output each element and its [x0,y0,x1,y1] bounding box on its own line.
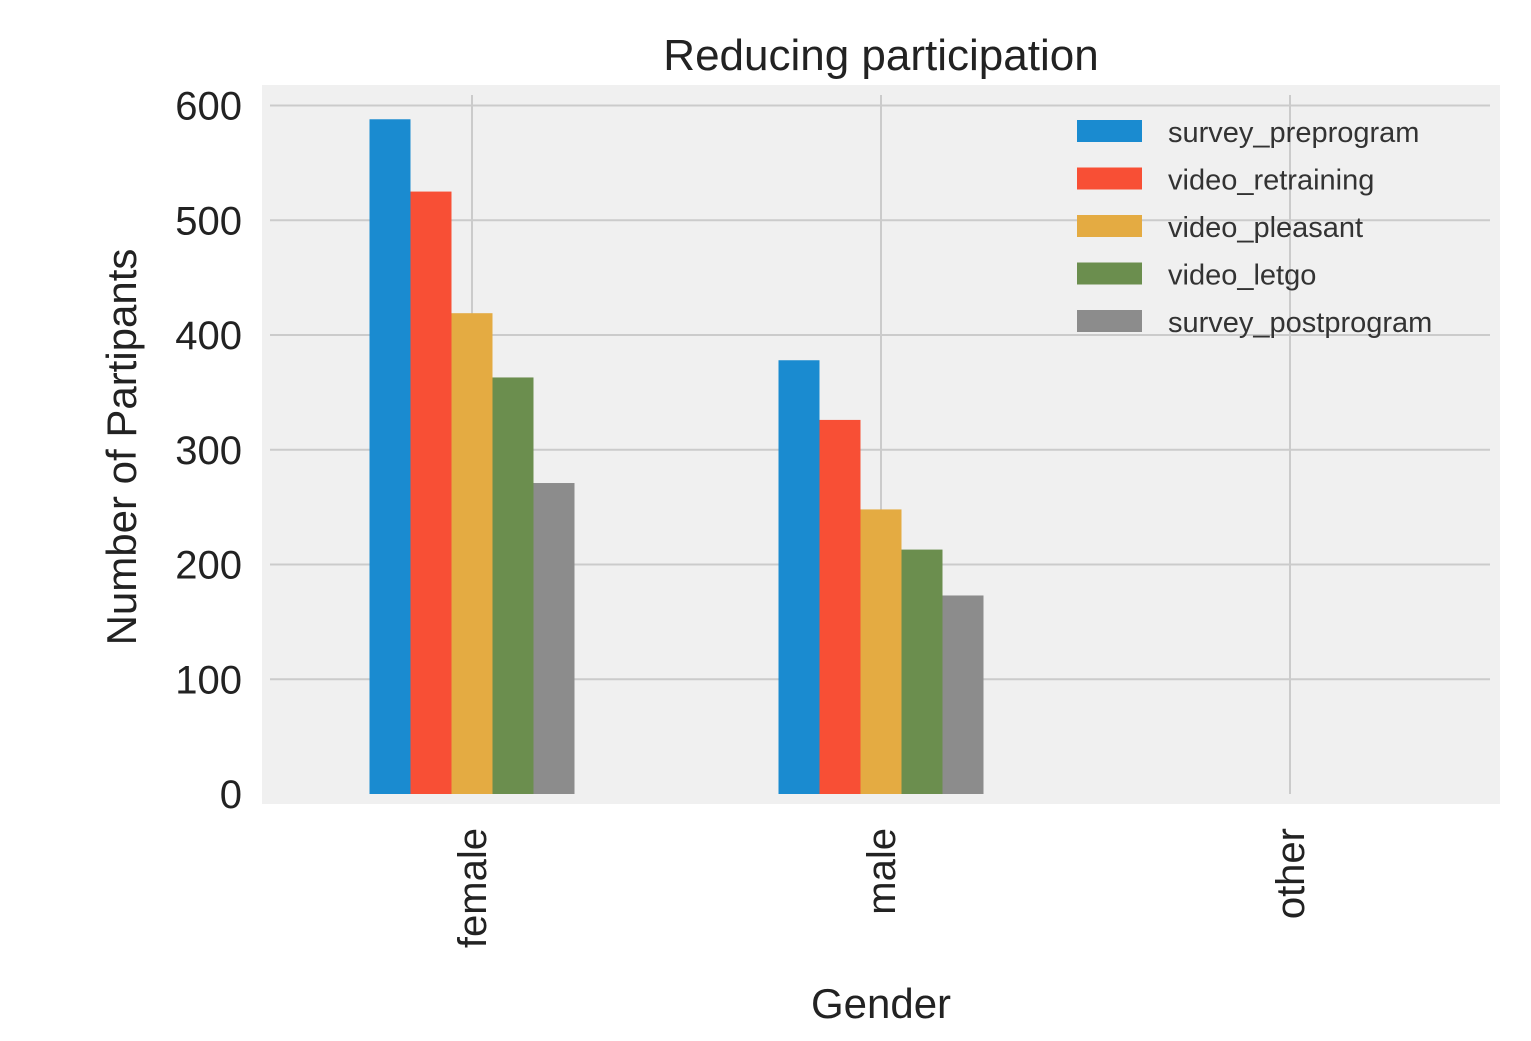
legend-label: video_retraining [1168,165,1374,197]
y-tick-label: 400 [175,314,242,358]
legend-swatch [1077,310,1142,332]
bar-video_pleasant-male [860,509,902,794]
y-tick-labels: 0 100 200 300 400 500 600 [175,85,242,818]
bar-video_letgo-female [492,377,534,794]
y-tick-label: 600 [175,85,242,129]
x-tick-label: female [451,828,495,948]
y-tick-label: 0 [220,773,242,817]
bar-video_retraining-male [819,419,861,794]
bar-survey_preprogram-male [778,360,820,794]
legend-swatch [1077,215,1142,237]
bar-video_letgo-male [901,549,943,794]
bar-survey_postprogram-male [942,595,984,794]
x-tick-label: other [1269,828,1313,919]
bar-survey_preprogram-female [369,119,411,794]
x-tick-labels: female male other [451,828,1313,948]
bar-survey_postprogram-female [533,483,575,794]
y-axis-label: Number of Partipants [98,249,145,646]
x-tick-label: male [860,828,904,915]
legend-label: survey_postprogram [1168,307,1432,339]
legend-label: survey_preprogram [1168,117,1419,149]
y-tick-label: 200 [175,544,242,588]
y-tick-label: 100 [175,658,242,702]
legend-swatch [1077,120,1142,142]
legend-label: video_pleasant [1168,212,1363,244]
y-tick-label: 300 [175,429,242,473]
bars [369,119,984,794]
legend-swatch [1077,262,1142,285]
legend-swatch [1077,167,1142,190]
x-axis-label: Gender [811,980,951,1027]
legend-label: video_letgo [1168,260,1316,292]
bar-video_retraining-female [410,191,452,794]
legend: survey_preprogram video_retraining video_p… [1077,117,1432,339]
y-tick-label: 500 [175,199,242,243]
chart-title: Reducing participation [663,31,1098,80]
bar-video_pleasant-female [451,313,493,794]
